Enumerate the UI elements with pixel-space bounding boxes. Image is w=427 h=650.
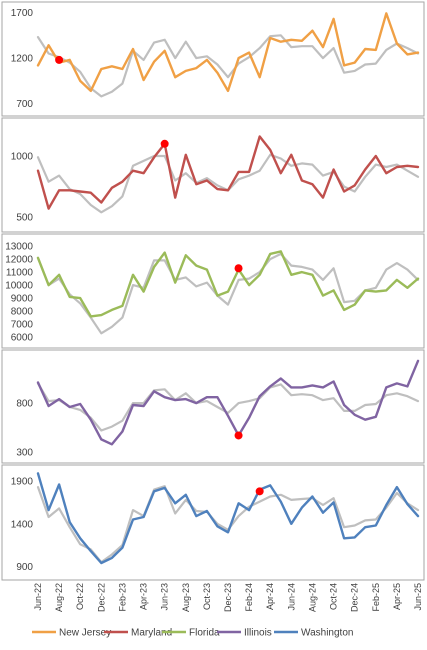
- y-tick-label: 1400: [11, 519, 34, 530]
- x-tick-label: Apr-23: [139, 583, 149, 610]
- x-tick-label: Dec-24: [350, 583, 360, 612]
- y-tick-label: 800: [16, 399, 33, 410]
- y-tick-label: 11000: [6, 268, 34, 279]
- y-tick-label: 6000: [11, 333, 34, 344]
- x-tick-label: Jun-23: [160, 583, 170, 611]
- y-tick-label: 7000: [11, 320, 34, 331]
- panel-new-jersey: 700 1200 1700: [1, 1, 425, 117]
- comparison-line-new-jersey: [36, 34, 420, 98]
- x-tick-label: Jun-25: [413, 583, 423, 611]
- y-tick-label: 900: [16, 562, 33, 573]
- legend-label: Illinois: [244, 628, 272, 639]
- legend-label: Washington: [301, 628, 353, 639]
- y-tick-label: 500: [16, 213, 33, 224]
- panel-illinois: 300 800: [1, 349, 425, 464]
- x-tick-label: Jun-24: [286, 583, 296, 611]
- x-tick-label: Aug-24: [307, 583, 317, 612]
- x-tick-label: Apr-25: [392, 583, 402, 610]
- y-tick-label: 8000: [11, 307, 34, 318]
- series-line-illinois: [36, 359, 420, 446]
- x-tick-label: Oct-24: [329, 583, 339, 610]
- panel-florida: 6000 7000 8000 9000 10000 11000 12000 13000: [1, 233, 425, 349]
- x-tick-label: Jun-22: [33, 583, 43, 611]
- panel-washington: 900 1400 1900: [1, 464, 425, 581]
- panel-frame: [1, 1, 425, 117]
- legend-item-new-jersey: New Jersey: [32, 628, 111, 639]
- legend-item-washington: Washington: [274, 628, 353, 639]
- y-tick-label: 13000: [5, 242, 33, 253]
- legend-item-florida: Florida: [162, 628, 220, 639]
- highlight-marker-new-jersey: [55, 55, 64, 64]
- legend-label: New Jersey: [59, 628, 111, 639]
- x-tick-label: Feb-23: [117, 583, 127, 612]
- x-tick-label: Oct-23: [202, 583, 212, 610]
- panel-maryland: 500 1000: [1, 117, 425, 233]
- series-line-washington: [36, 472, 420, 565]
- comparison-line-illinois: [36, 382, 420, 432]
- x-tick-label: Dec-22: [96, 583, 106, 612]
- panel-frame: [1, 464, 425, 581]
- x-tick-label: Feb-24: [244, 583, 254, 612]
- legend-label: Florida: [189, 628, 220, 639]
- panels: 700 1200 1700 500 1000 6000 7000 8000 9000 10000 1…: [1, 1, 425, 581]
- x-tick-label: Oct-22: [75, 583, 85, 610]
- x-tick-label: Aug-22: [54, 583, 64, 612]
- highlight-marker-illinois: [234, 431, 243, 440]
- legend-label: Maryland: [131, 628, 172, 639]
- y-tick-label: 1700: [11, 8, 34, 19]
- series-line-florida: [36, 250, 420, 318]
- y-tick-label: 1900: [11, 477, 34, 488]
- legend-item-illinois: Illinois: [217, 628, 272, 639]
- series-line-maryland: [36, 135, 420, 210]
- y-tick-label: 1000: [11, 152, 34, 163]
- y-tick-label: 12000: [5, 255, 33, 266]
- highlight-marker-florida: [234, 264, 243, 273]
- series-line-new-jersey: [36, 12, 420, 93]
- y-tick-label: 1200: [11, 54, 34, 65]
- highlight-marker-washington: [255, 487, 264, 496]
- legend-item-maryland: Maryland: [104, 628, 172, 639]
- x-tick-label: Dec-23: [223, 583, 233, 612]
- x-tick-label: Apr-24: [265, 583, 275, 610]
- y-tick-label: 9000: [11, 294, 34, 305]
- y-tick-label: 300: [16, 448, 33, 459]
- highlight-marker-maryland: [160, 139, 169, 148]
- y-tick-label: 700: [16, 99, 33, 110]
- x-tick-label: Aug-23: [181, 583, 191, 612]
- x-tick-label: Feb-25: [371, 583, 381, 612]
- comparison-line-florida: [36, 252, 420, 335]
- legend: New Jersey Maryland Florida Illinois Washing…: [32, 628, 353, 639]
- y-tick-label: 10000: [5, 281, 33, 292]
- x-axis: Jun-22 Aug-22 Oct-22 Dec-22 Feb-23 Apr-23 Jun-…: [33, 583, 423, 612]
- panel-frame: [1, 117, 425, 233]
